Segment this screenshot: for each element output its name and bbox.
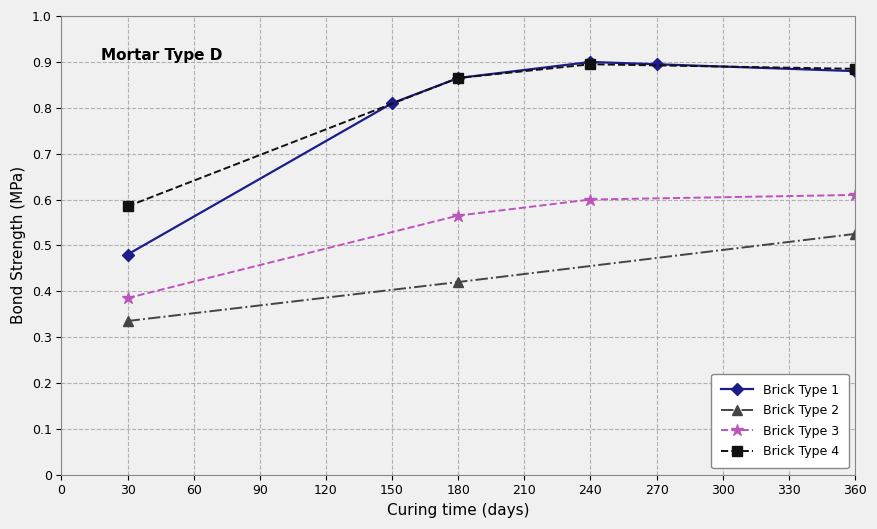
Brick Type 4: [849, 66, 859, 72]
Brick Type 1: [651, 61, 661, 67]
Brick Type 4: [585, 61, 595, 67]
Line: Brick Type 2: Brick Type 2: [123, 229, 859, 326]
X-axis label: Curing time (days): Curing time (days): [387, 503, 529, 518]
Line: Brick Type 3: Brick Type 3: [121, 189, 860, 304]
Brick Type 1: [387, 100, 397, 106]
Brick Type 1: [122, 251, 132, 258]
Brick Type 1: [849, 68, 859, 74]
Brick Type 3: [453, 212, 463, 218]
Brick Type 1: [585, 59, 595, 65]
Brick Type 3: [585, 196, 595, 203]
Brick Type 4: [122, 203, 132, 209]
Brick Type 2: [453, 279, 463, 285]
Text: Mortar Type D: Mortar Type D: [101, 48, 222, 63]
Brick Type 3: [122, 295, 132, 301]
Line: Brick Type 4: Brick Type 4: [123, 59, 859, 211]
Y-axis label: Bond Strength (MPa): Bond Strength (MPa): [11, 166, 26, 324]
Brick Type 2: [849, 231, 859, 237]
Brick Type 4: [453, 75, 463, 81]
Brick Type 3: [849, 191, 859, 198]
Line: Brick Type 1: Brick Type 1: [123, 58, 859, 259]
Brick Type 1: [453, 75, 463, 81]
Brick Type 2: [122, 318, 132, 324]
Legend: Brick Type 1, Brick Type 2, Brick Type 3, Brick Type 4: Brick Type 1, Brick Type 2, Brick Type 3…: [710, 374, 848, 468]
